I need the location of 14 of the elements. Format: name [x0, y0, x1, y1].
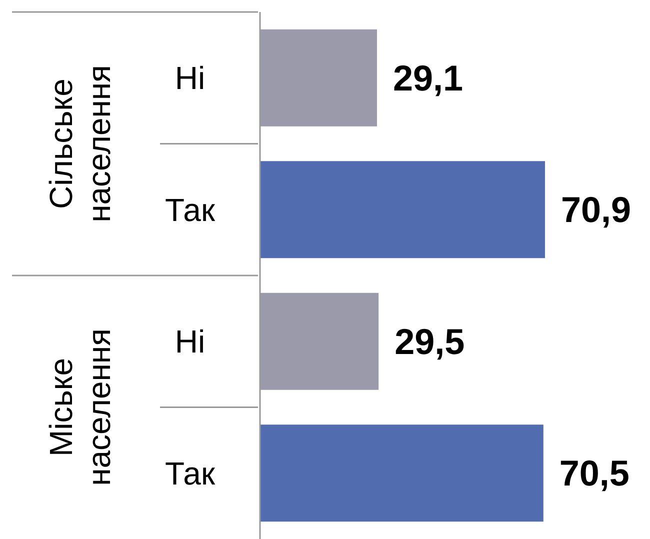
text: Міське населення [43, 328, 117, 486]
data-label: 29,5 [394, 320, 465, 362]
y-tick-label: Так [165, 455, 216, 492]
y-tick-label: Так [165, 192, 216, 228]
bar [260, 161, 545, 258]
text: Сільське населення [43, 65, 117, 222]
data-label: 70,9 [561, 189, 632, 230]
data-label: 29,1 [392, 57, 464, 98]
data-label: 70,5 [559, 452, 630, 494]
bar [260, 424, 544, 522]
y-tick-label: Ні [174, 324, 206, 360]
bar [260, 292, 379, 390]
y-tick-label: Ні [174, 60, 206, 96]
bar [260, 29, 377, 126]
